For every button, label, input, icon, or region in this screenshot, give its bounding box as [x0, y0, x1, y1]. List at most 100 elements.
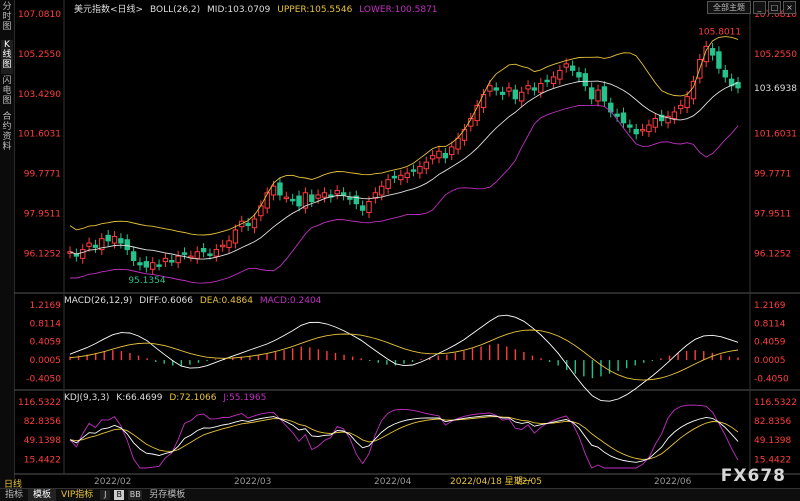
candle-body	[226, 240, 232, 248]
x-axis-label: 2022/06	[654, 477, 692, 487]
sidebar-tab-timeshare[interactable]: 分时图	[2, 2, 12, 32]
candle-body	[213, 249, 220, 257]
tab-templates[interactable]: 模板	[28, 489, 57, 501]
candle-body	[658, 114, 665, 122]
candle-body	[150, 262, 156, 270]
macd-tick-left: 1.2169	[30, 301, 62, 311]
kdj-tick-right: 116.5322	[754, 398, 797, 408]
candle-body	[684, 96, 690, 109]
candle-body	[162, 257, 169, 263]
kdj-tick-left: 49.1398	[24, 436, 61, 446]
legend-upper: UPPER:105.5546	[277, 5, 353, 15]
candle-body	[436, 150, 442, 159]
minimize-icon[interactable]: _	[753, 1, 766, 14]
candle-body	[620, 112, 627, 124]
candle-body	[404, 172, 410, 178]
macd-tick-left: -0.4050	[26, 374, 61, 384]
kdj-j-line	[69, 404, 739, 469]
candle-body	[506, 87, 512, 92]
candle-body	[665, 115, 671, 124]
y-tick-label-right: 99.7771	[754, 170, 791, 180]
y-tick-label-right: 105.2550	[754, 50, 797, 60]
sidebar-tab-kline[interactable]: K线图	[1, 40, 13, 74]
macd-tick-left: 0.0005	[30, 356, 62, 366]
candle-body	[289, 198, 296, 202]
legend-lower: LOWER:100.5871	[359, 5, 438, 15]
candle-body	[372, 192, 379, 199]
kdj-d-line	[69, 416, 739, 460]
sidebar-tab-flash[interactable]: 闪电图	[2, 76, 12, 106]
candle-body	[563, 63, 569, 68]
y-tick-label: 97.9511	[24, 210, 61, 220]
candle-body	[531, 87, 538, 91]
candle-body	[557, 69, 563, 80]
candle-body	[449, 146, 455, 156]
btn-b[interactable]: B	[114, 490, 125, 500]
candle-body	[722, 69, 728, 78]
close-icon[interactable]: ×	[783, 1, 796, 14]
candle-body	[487, 85, 493, 92]
candle-body	[379, 185, 385, 196]
main-legend: 美元指数<日线> BOLL(26,2) MID:103.0709 UPPER:1…	[74, 2, 442, 15]
candle-body	[277, 182, 283, 196]
sidebar-tab-contract[interactable]: 合约资料	[2, 112, 12, 152]
chart-area[interactable]: 107.0810 105.2550 103.4290 101.6031 99.7771 9…	[14, 0, 800, 488]
candle-body	[175, 255, 181, 264]
candle-body	[639, 128, 646, 132]
candle-body	[245, 222, 251, 227]
y-tick-label-right: 101.6031	[754, 130, 797, 140]
macd-diff: DIFF:0.6066	[139, 296, 193, 306]
restore-icon[interactable]: □	[768, 1, 781, 14]
candle-body	[359, 205, 366, 211]
candle-body	[525, 85, 531, 90]
btn-j[interactable]: J	[100, 490, 111, 500]
macd-tick-left: 0.4059	[30, 338, 62, 348]
candle-body	[442, 152, 449, 159]
candle-body	[169, 260, 175, 263]
period-label: 日线	[4, 480, 23, 490]
candle-body	[347, 196, 353, 200]
kdj-k-line	[69, 415, 739, 463]
candle-body	[296, 195, 302, 207]
y-tick-label: 107.0810	[18, 10, 61, 20]
tab-vip-indicators[interactable]: VIP指标	[61, 490, 94, 500]
kdj-label: KDJ(9,3,3)	[64, 393, 110, 403]
candle-body	[499, 91, 506, 95]
x-axis-label: 22/05	[516, 477, 542, 487]
x-axis-label: 2022/04/18 星期一	[450, 476, 532, 487]
candle-body	[385, 179, 391, 189]
macd-tick-right: 1.2169	[754, 301, 786, 311]
theme-selector[interactable]: 全部主题	[707, 1, 751, 14]
legend-boll: BOLL(26,2)	[149, 5, 201, 15]
candle-body	[315, 194, 321, 199]
candle-body	[309, 194, 315, 203]
candle-body	[207, 253, 213, 256]
candle-body	[544, 79, 550, 83]
candle-body	[137, 262, 143, 266]
x-axis-label: 2022/04	[374, 477, 412, 487]
candle-body	[111, 235, 118, 244]
y-tick-label: 96.1252	[24, 249, 61, 259]
candle-body	[200, 247, 207, 253]
kdj-tick-left: 15.4422	[24, 455, 61, 465]
kdj-tick-right: 15.4422	[754, 455, 791, 465]
tab-indicators[interactable]: 指标	[5, 490, 24, 500]
btn-bb[interactable]: BB	[128, 490, 143, 500]
candle-body	[353, 195, 359, 205]
candle-body	[92, 244, 99, 248]
x-axis-label: 2022/02	[94, 477, 131, 487]
candle-body	[633, 128, 639, 135]
chart-svg: 107.0810 105.2550 103.4290 101.6031 99.7771 9…	[14, 0, 800, 487]
candle-body	[716, 51, 722, 69]
x-axis-label: 2022/03	[234, 477, 271, 487]
kdj-tick-left: 116.5322	[18, 398, 61, 408]
macd-diff-line	[69, 314, 739, 402]
candle-body	[569, 65, 576, 71]
macd-value: MACD:0.2404	[259, 296, 322, 306]
sidebar: 分时图 K线图 闪电图 合约资料	[0, 0, 15, 488]
candle-body	[709, 48, 716, 56]
tab-save-template[interactable]: 另存模板	[149, 490, 186, 500]
kdj-legend: KDJ(9,3,3) K:66.4699 D:72.1066 J:55.1965	[64, 393, 270, 403]
candle-body	[80, 249, 86, 259]
kdj-k: K:66.4699	[116, 393, 163, 403]
